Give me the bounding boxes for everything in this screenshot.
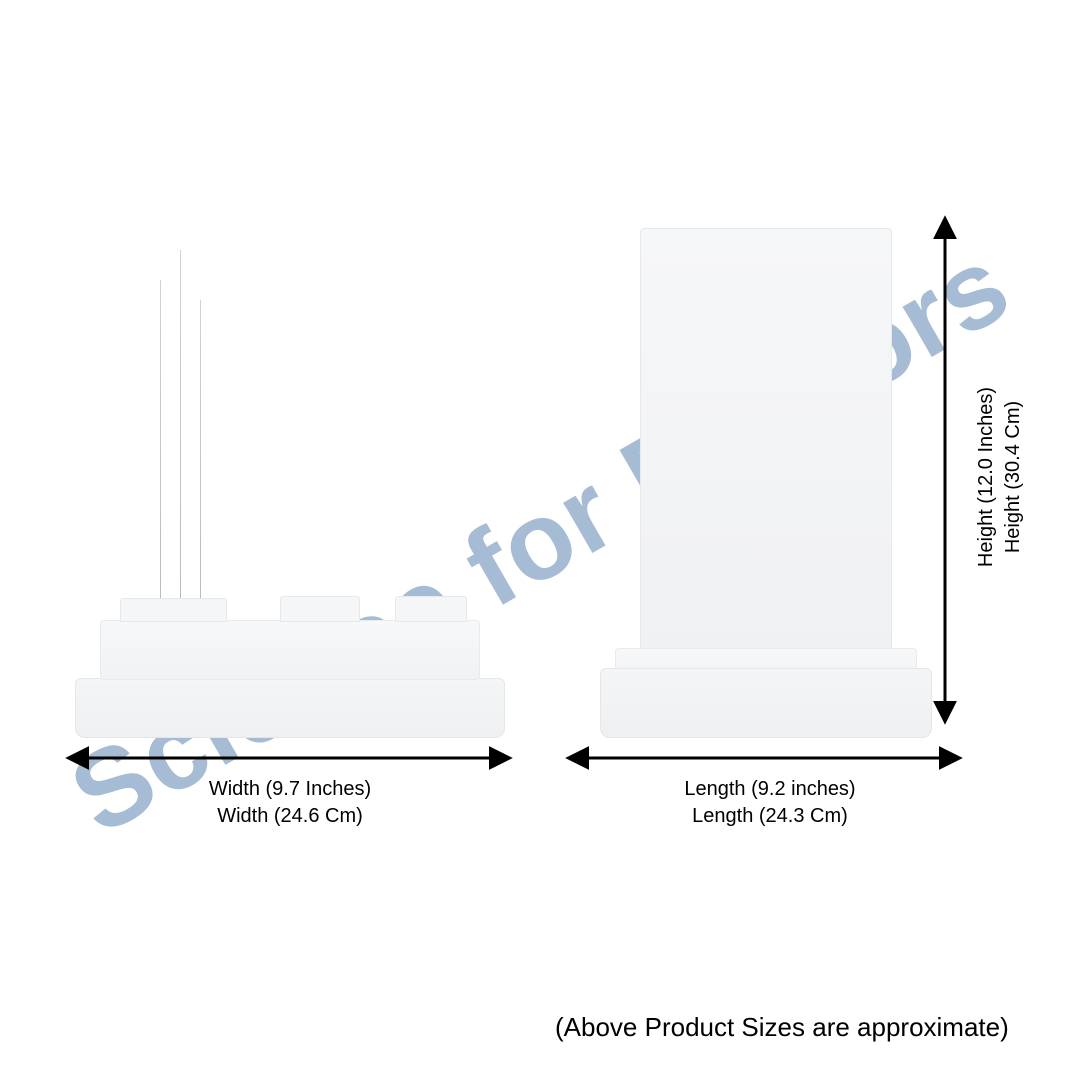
width-label: Width (9.7 Inches) Width (24.6 Cm) (200, 776, 380, 830)
height-arrow (0, 0, 1080, 1080)
dimension-diagram: Science for Doctors Width (9.7 Inches) W… (0, 0, 1080, 1080)
height-label: Height (12.0 Inches) Height (30.4 Cm) (973, 377, 1027, 577)
length-label: Length (9.2 inches) Length (24.3 Cm) (680, 776, 860, 830)
width-cm: Width (24.6 Cm) (217, 805, 363, 827)
height-cm: Height (30.4 Cm) (1002, 401, 1024, 553)
footnote-text: (Above Product Sizes are approximate) (555, 1012, 1009, 1043)
length-cm: Length (24.3 Cm) (692, 805, 848, 827)
width-inches: Width (9.7 Inches) (209, 778, 371, 800)
height-inches: Height (12.0 Inches) (975, 387, 997, 567)
length-inches: Length (9.2 inches) (684, 778, 855, 800)
